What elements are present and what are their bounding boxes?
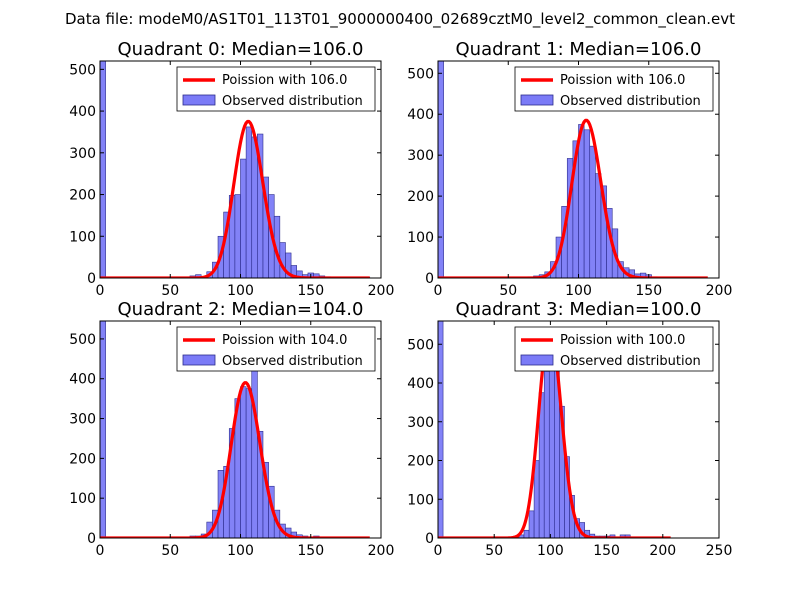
subplot-quadrant-0: Quadrant 0: Median=106.0 0 50 100 150 200 0 100… — [69, 39, 394, 299]
histogram-bar — [438, 61, 444, 278]
histogram-bar — [523, 529, 530, 538]
legend-curve-label: Poission with 106.0 — [222, 73, 347, 88]
subplot-title: Quadrant 1: Median=106.0 — [456, 39, 702, 60]
legend-bar-label: Observed distribution — [560, 94, 701, 109]
x-tick-label: 50 — [161, 543, 179, 559]
y-tick-label: 400 — [407, 107, 434, 123]
legend: Poission with 106.0 Observed distribution — [514, 66, 714, 112]
y-tick-label: 0 — [87, 531, 96, 547]
legend: Poission with 104.0 Observed distribution — [176, 326, 376, 372]
x-tick-label: 200 — [649, 543, 676, 559]
histogram-bar — [234, 194, 241, 278]
histogram-bar — [245, 388, 253, 538]
subplots-grid: Quadrant 0: Median=106.0 0 50 100 150 200 0 100… — [69, 39, 732, 559]
y-tick-label: 200 — [407, 454, 434, 470]
y-tick-label: 400 — [69, 104, 96, 120]
figure-title: Data file: modeM0/AS1T01_113T01_90000004… — [65, 10, 735, 29]
x-tick-label: 150 — [635, 283, 662, 299]
x-tick-label: 100 — [537, 543, 564, 559]
y-tick-label: 500 — [69, 62, 96, 78]
x-tick-label: 0 — [96, 283, 105, 299]
axes-frame — [437, 320, 720, 539]
x-tick-label: 150 — [297, 543, 324, 559]
x-tick-label: 250 — [706, 543, 733, 559]
legend-bar-swatch — [182, 354, 216, 366]
poisson-curve — [100, 119, 370, 278]
histogram-bar — [533, 460, 540, 538]
x-tick-label: 150 — [297, 283, 324, 299]
y-tick-label: 100 — [69, 229, 96, 245]
legend-curve-label: Poission with 104.0 — [222, 333, 347, 348]
y-tick-label: 100 — [407, 230, 434, 246]
y-tick-label: 300 — [407, 415, 434, 431]
histogram-bar — [240, 158, 247, 278]
y-tick-label: 300 — [407, 148, 434, 164]
x-tick-label: 200 — [368, 283, 395, 299]
y-tick-label: 0 — [425, 271, 434, 287]
subplot-title: Quadrant 3: Median=100.0 — [456, 299, 702, 320]
x-tick-label: 100 — [565, 283, 592, 299]
y-tick-label: 300 — [69, 146, 96, 162]
y-tick-label: 100 — [69, 491, 96, 507]
poisson-curve — [438, 118, 708, 278]
y-tick-label: 100 — [407, 492, 434, 508]
y-tick-label: 200 — [69, 188, 96, 204]
y-tick-label: 200 — [69, 451, 96, 467]
y-tick-label: 300 — [69, 412, 96, 428]
histogram-bar — [583, 129, 591, 278]
histogram-bar — [100, 321, 106, 538]
subplot-title: Quadrant 0: Median=106.0 — [118, 39, 364, 60]
histogram-bar — [595, 173, 602, 278]
histogram-bar — [240, 386, 247, 538]
legend-bar-label: Observed distribution — [222, 94, 363, 109]
x-tick-label: 200 — [368, 543, 395, 559]
subplot-quadrant-1: Quadrant 1: Median=106.0 0 50 100 150 200 0 100… — [407, 39, 732, 299]
y-tick-label: 500 — [69, 332, 96, 348]
subplot-quadrant-3: Quadrant 3: Median=100.0 0 50 100 150 200 250 0… — [407, 299, 732, 559]
legend-curve-label: Poission with 100.0 — [560, 333, 685, 348]
histogram-bar — [251, 366, 258, 538]
x-tick-label: 200 — [706, 283, 733, 299]
legend: Poission with 106.0 Observed distribution — [176, 66, 376, 112]
histogram-bar — [543, 371, 550, 538]
histogram-bar — [589, 145, 596, 278]
legend-curve-label: Poission with 106.0 — [560, 73, 685, 88]
x-tick-label: 100 — [227, 543, 254, 559]
x-tick-label: 0 — [434, 283, 443, 299]
poisson-curve — [100, 381, 370, 538]
y-tick-label: 400 — [69, 372, 96, 388]
y-tick-label: 0 — [425, 531, 434, 547]
legend-bar-swatch — [520, 94, 554, 106]
x-tick-label: 0 — [434, 543, 443, 559]
x-tick-label: 50 — [499, 283, 517, 299]
legend-bar-label: Observed distribution — [222, 354, 363, 369]
histogram-bar — [438, 321, 444, 538]
subplot-quadrant-2: Quadrant 2: Median=104.0 0 50 100 150 200 0 100… — [69, 299, 394, 559]
y-tick-label: 500 — [407, 66, 434, 82]
legend-bar-label: Observed distribution — [560, 354, 701, 369]
legend-bar-swatch — [520, 354, 554, 366]
y-tick-label: 0 — [87, 271, 96, 287]
x-tick-label: 50 — [485, 543, 503, 559]
histogram-bar — [578, 124, 585, 278]
x-tick-label: 0 — [96, 543, 105, 559]
x-tick-label: 100 — [227, 283, 254, 299]
histogram-bar — [245, 126, 253, 278]
y-tick-label: 400 — [407, 376, 434, 392]
x-tick-label: 150 — [593, 543, 620, 559]
legend: Poission with 100.0 Observed distribution — [514, 326, 714, 372]
y-tick-label: 200 — [407, 189, 434, 205]
y-tick-label: 500 — [407, 337, 434, 353]
histogram-bar — [100, 61, 106, 278]
histogram-bar — [528, 510, 535, 538]
legend-bar-swatch — [182, 94, 216, 106]
histogram-bar — [251, 136, 258, 278]
x-tick-label: 50 — [161, 283, 179, 299]
subplot-title: Quadrant 2: Median=104.0 — [118, 299, 364, 320]
legend-box — [176, 326, 376, 372]
